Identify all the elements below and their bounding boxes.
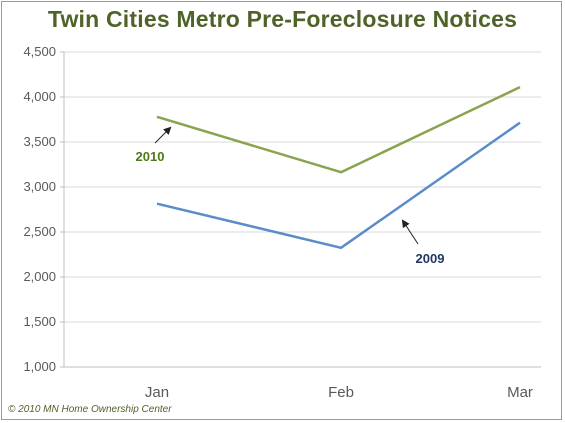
y-tick-label: 4,500 <box>23 44 56 59</box>
chart-title: Twin Cities Metro Pre-Foreclosure Notice… <box>47 6 518 32</box>
y-tick-label: 3,000 <box>23 179 56 194</box>
series-line-2010 <box>156 85 521 174</box>
series-lines <box>156 85 521 250</box>
y-tick-label: 4,000 <box>23 89 56 104</box>
annotations: 2010 2009 <box>136 126 445 266</box>
y-tick-label: 1,000 <box>23 359 56 374</box>
y-tick-label: 3,500 <box>23 134 56 149</box>
y-tick-label: 1,500 <box>23 314 56 329</box>
annotation-arrow-2010 <box>154 126 172 144</box>
y-tick-label: 2,500 <box>23 224 56 239</box>
x-tick-label: Feb <box>328 384 354 401</box>
annotation-arrow-2009 <box>401 219 419 245</box>
x-tick-label: Jan <box>145 384 169 401</box>
gridlines <box>64 51 541 323</box>
x-axis-tick-labels: Jan Feb Mar <box>145 384 533 401</box>
annotation-label-2009: 2009 <box>416 251 445 266</box>
copyright-text: © 2010 MN Home Ownership Center <box>8 404 172 415</box>
x-tick-label: Mar <box>507 384 533 401</box>
axes <box>60 51 541 368</box>
y-axis-tick-labels: 1,000 1,500 2,000 2,500 3,000 3,500 4,000 4,500 <box>23 44 56 374</box>
annotation-label-2010: 2010 <box>136 149 165 164</box>
series-line-2009 <box>156 121 521 250</box>
y-tick-label: 2,000 <box>23 269 56 284</box>
